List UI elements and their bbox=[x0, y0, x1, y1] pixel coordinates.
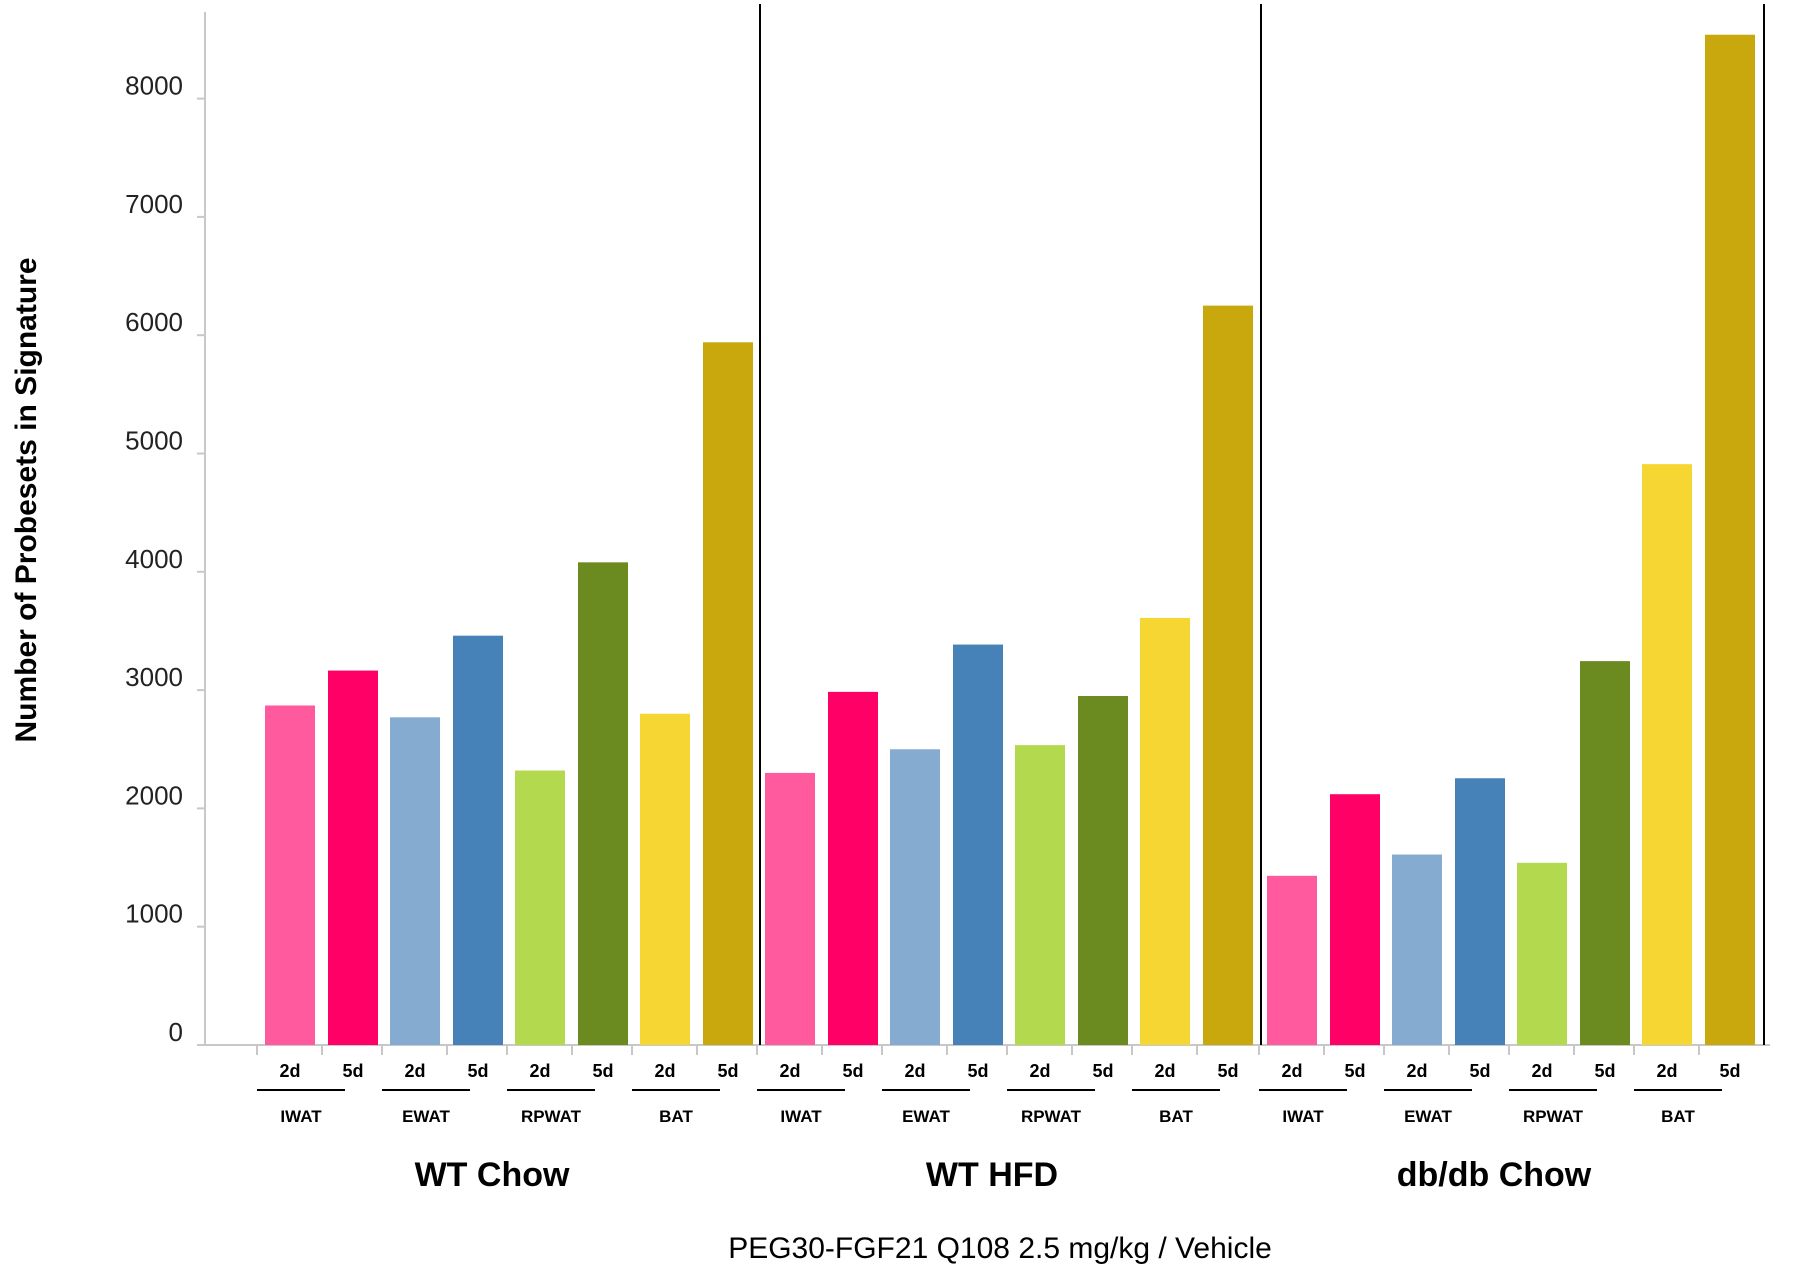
bar-ewat-5d bbox=[453, 635, 503, 1045]
tissue-label: IWAT bbox=[780, 1107, 822, 1126]
timepoint-label: 2d bbox=[279, 1061, 300, 1081]
bar-ewat-5d bbox=[1455, 778, 1505, 1045]
bar-iwat-5d bbox=[828, 691, 878, 1045]
bar-rpwat-2d bbox=[1517, 862, 1567, 1045]
tissue-label: IWAT bbox=[1282, 1107, 1324, 1126]
bar-rpwat-5d bbox=[1580, 661, 1630, 1045]
timepoint-label: 5d bbox=[842, 1061, 863, 1081]
timepoint-label: 2d bbox=[529, 1061, 550, 1081]
timepoint-label: 5d bbox=[1719, 1061, 1740, 1081]
timepoint-label: 5d bbox=[1217, 1061, 1238, 1081]
y-axis-label: Number of Probesets in Signature bbox=[10, 257, 43, 742]
timepoint-label: 5d bbox=[1092, 1061, 1113, 1081]
bar-iwat-5d bbox=[1330, 794, 1380, 1045]
bar-ewat-2d bbox=[890, 749, 940, 1045]
y-tick-label: 0 bbox=[169, 1017, 183, 1047]
bar-iwat-2d bbox=[765, 772, 815, 1045]
tissue-label: EWAT bbox=[902, 1107, 950, 1126]
bar-ewat-5d bbox=[953, 644, 1003, 1045]
timepoint-label: 2d bbox=[404, 1061, 425, 1081]
bar-rpwat-2d bbox=[1015, 745, 1065, 1045]
bar-iwat-5d bbox=[328, 670, 378, 1045]
timepoint-label: 5d bbox=[967, 1061, 988, 1081]
timepoint-label: 2d bbox=[1531, 1061, 1552, 1081]
timepoint-label: 2d bbox=[1406, 1061, 1427, 1081]
timepoint-label: 2d bbox=[904, 1061, 925, 1081]
timepoint-label: 5d bbox=[592, 1061, 613, 1081]
timepoint-label: 2d bbox=[1281, 1061, 1302, 1081]
bar-iwat-2d bbox=[1267, 875, 1317, 1045]
timepoint-label: 2d bbox=[1029, 1061, 1050, 1081]
bar-ewat-2d bbox=[390, 717, 440, 1045]
timepoint-label: 5d bbox=[1469, 1061, 1490, 1081]
y-tick-label: 5000 bbox=[125, 426, 183, 456]
timepoint-label: 2d bbox=[1656, 1061, 1677, 1081]
y-tick-label: 4000 bbox=[125, 544, 183, 574]
timepoint-label: 5d bbox=[717, 1061, 738, 1081]
timepoint-label: 5d bbox=[1594, 1061, 1615, 1081]
bar-bat-5d bbox=[1203, 305, 1253, 1045]
timepoint-label: 5d bbox=[1344, 1061, 1365, 1081]
y-tick-label: 3000 bbox=[125, 662, 183, 692]
bars bbox=[265, 34, 1755, 1046]
tissue-label: RPWAT bbox=[521, 1107, 582, 1126]
bar-bat-5d bbox=[703, 342, 753, 1046]
timepoint-label: 5d bbox=[467, 1061, 488, 1081]
bar-rpwat-5d bbox=[1078, 696, 1128, 1045]
tissue-label: EWAT bbox=[1404, 1107, 1452, 1126]
tissue-label: RPWAT bbox=[1523, 1107, 1584, 1126]
y-tick-label: 1000 bbox=[125, 899, 183, 929]
timepoint-label: 2d bbox=[1154, 1061, 1175, 1081]
tissue-label: BAT bbox=[1159, 1107, 1193, 1126]
tissue-label: IWAT bbox=[280, 1107, 322, 1126]
bar-rpwat-5d bbox=[578, 562, 628, 1045]
bar-bat-2d bbox=[1642, 464, 1692, 1046]
panel-label: db/db Chow bbox=[1397, 1156, 1592, 1194]
tissue-label: BAT bbox=[1661, 1107, 1695, 1126]
timepoint-label: 2d bbox=[654, 1061, 675, 1081]
timepoint-label: 2d bbox=[779, 1061, 800, 1081]
tissue-label: RPWAT bbox=[1021, 1107, 1082, 1126]
y-tick-label: 8000 bbox=[125, 71, 183, 101]
panel-label: WT HFD bbox=[926, 1156, 1058, 1194]
bar-bat-2d bbox=[640, 713, 690, 1045]
bar-bat-2d bbox=[1140, 617, 1190, 1045]
bar-rpwat-2d bbox=[515, 770, 565, 1045]
y-tick-label: 7000 bbox=[125, 189, 183, 219]
tissue-label: EWAT bbox=[402, 1107, 450, 1126]
tissue-label: BAT bbox=[659, 1107, 693, 1126]
bar-bat-5d bbox=[1705, 34, 1755, 1045]
timepoint-label: 5d bbox=[342, 1061, 363, 1081]
panel-label: WT Chow bbox=[415, 1156, 570, 1194]
bar-iwat-2d bbox=[265, 705, 315, 1045]
labels: 2d 5d IWAT 2d 5d EWAT 2d 5d RPWAT 2d 5d BAT WT Chow 2… bbox=[257, 1061, 1741, 1194]
y-tick-label: 2000 bbox=[125, 780, 183, 810]
y-tick-label: 6000 bbox=[125, 307, 183, 337]
x-axis-label: PEG30-FGF21 Q108 2.5 mg/kg / Vehicle bbox=[728, 1232, 1272, 1265]
bar-ewat-2d bbox=[1392, 854, 1442, 1045]
